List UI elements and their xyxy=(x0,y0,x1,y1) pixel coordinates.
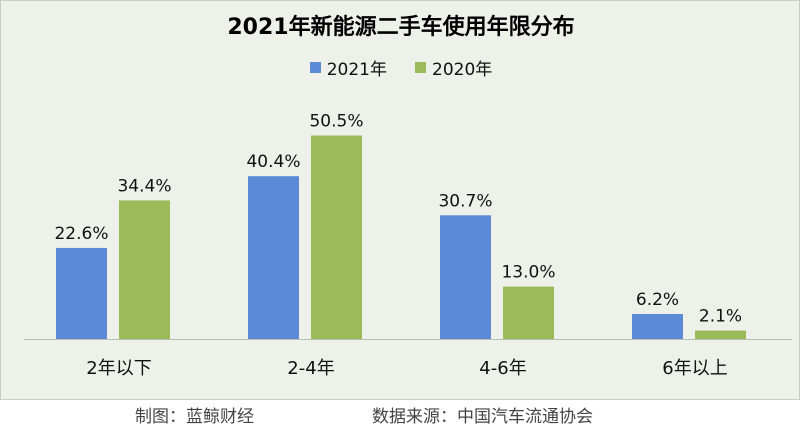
bar xyxy=(311,135,362,339)
legend-label-2021: 2021年 xyxy=(326,60,387,80)
bar xyxy=(632,314,683,339)
legend-item-2020: 2020年 xyxy=(415,55,492,80)
category-label: 2年以下 xyxy=(86,358,151,379)
data-label: 22.6% xyxy=(54,224,108,244)
bar xyxy=(248,176,299,339)
legend-swatch-2020 xyxy=(415,62,426,73)
chart-title: 2021年新能源二手车使用年限分布 xyxy=(227,15,575,40)
bar-chart: 22.6% 34.4% 2年以下 40.4% 50.5% 2-4年 30.7% 13.0% 4-… xyxy=(24,111,792,379)
legend-swatch-2021 xyxy=(309,62,321,73)
legend-item-2021: 2021年 xyxy=(309,55,387,80)
category-label: 4-6年 xyxy=(479,358,526,379)
data-label: 13.0% xyxy=(501,263,555,283)
category-label: 6年以上 xyxy=(662,358,727,379)
bar xyxy=(503,286,554,339)
legend-label-2020: 2020年 xyxy=(432,60,493,80)
data-label: 30.7% xyxy=(438,191,492,211)
data-label: 6.2% xyxy=(636,290,679,310)
footer-credit: 制图：蓝鲸财经 xyxy=(135,407,254,427)
chart-legend: 2021年 2020年 xyxy=(1,55,800,80)
footer-source: 数据来源：中国汽车流通协会 xyxy=(372,407,593,427)
bar xyxy=(440,215,491,339)
footer: 制图：蓝鲸财经 数据来源：中国汽车流通协会 xyxy=(0,400,800,429)
data-label: 2.1% xyxy=(699,307,742,327)
bar xyxy=(695,330,746,339)
data-label: 40.4% xyxy=(246,152,300,172)
data-label: 34.4% xyxy=(117,176,171,196)
category-label: 2-4年 xyxy=(287,358,334,379)
chart-frame: 2021年新能源二手车使用年限分布 2021年 2020年 22.6% 34.4%… xyxy=(0,0,800,400)
bar xyxy=(56,247,107,339)
data-label: 50.5% xyxy=(309,111,363,131)
bar xyxy=(119,200,170,339)
